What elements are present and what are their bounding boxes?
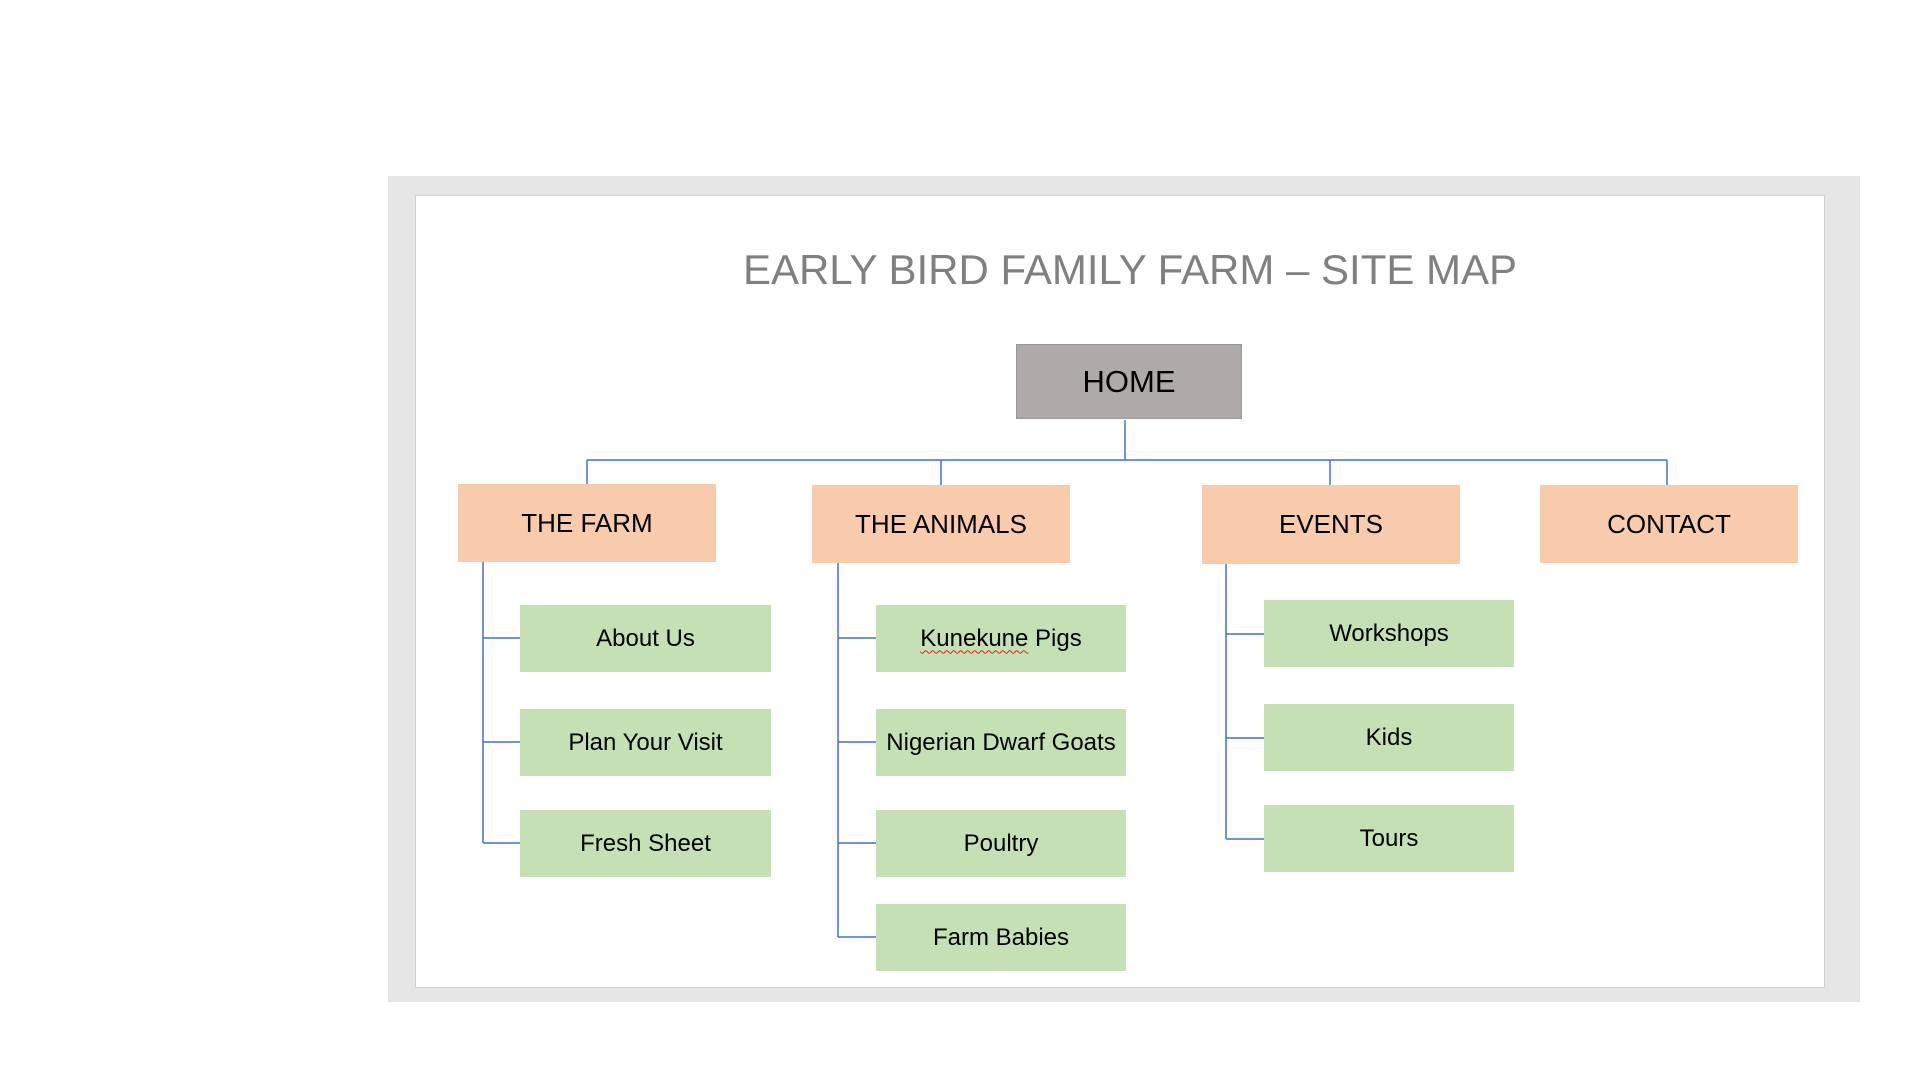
section-node-contact: CONTACT — [1540, 485, 1798, 563]
page-node-kunekune-word: Kunekune — [920, 624, 1029, 652]
section-node-events: EVENTS — [1202, 485, 1460, 564]
diagram-title: EARLY BIRD FAMILY FARM – SITE MAP — [742, 246, 1518, 293]
page-node-fresh-sheet: Fresh Sheet — [520, 810, 771, 877]
page-node-kunekune-suffix: Pigs — [1028, 624, 1082, 652]
page-node-tours: Tours — [1264, 805, 1514, 872]
page-node-about-us: About Us — [520, 605, 771, 672]
home-node: HOME — [1016, 344, 1242, 419]
section-node-the-animals: THE ANIMALS — [812, 485, 1070, 563]
section-node-the-farm: THE FARM — [458, 484, 716, 562]
page-node-nigerian-dwarf-goats: Nigerian Dwarf Goats — [876, 709, 1126, 776]
page-node-workshops: Workshops — [1264, 600, 1514, 667]
page-node-plan-your-visit: Plan Your Visit — [520, 709, 771, 776]
page-node-kids: Kids — [1264, 704, 1514, 771]
page-node-farm-babies: Farm Babies — [876, 904, 1126, 971]
page-node-poultry: Poultry — [876, 810, 1126, 877]
page-node-kunekune-pigs: Kunekune Pigs — [876, 605, 1126, 672]
